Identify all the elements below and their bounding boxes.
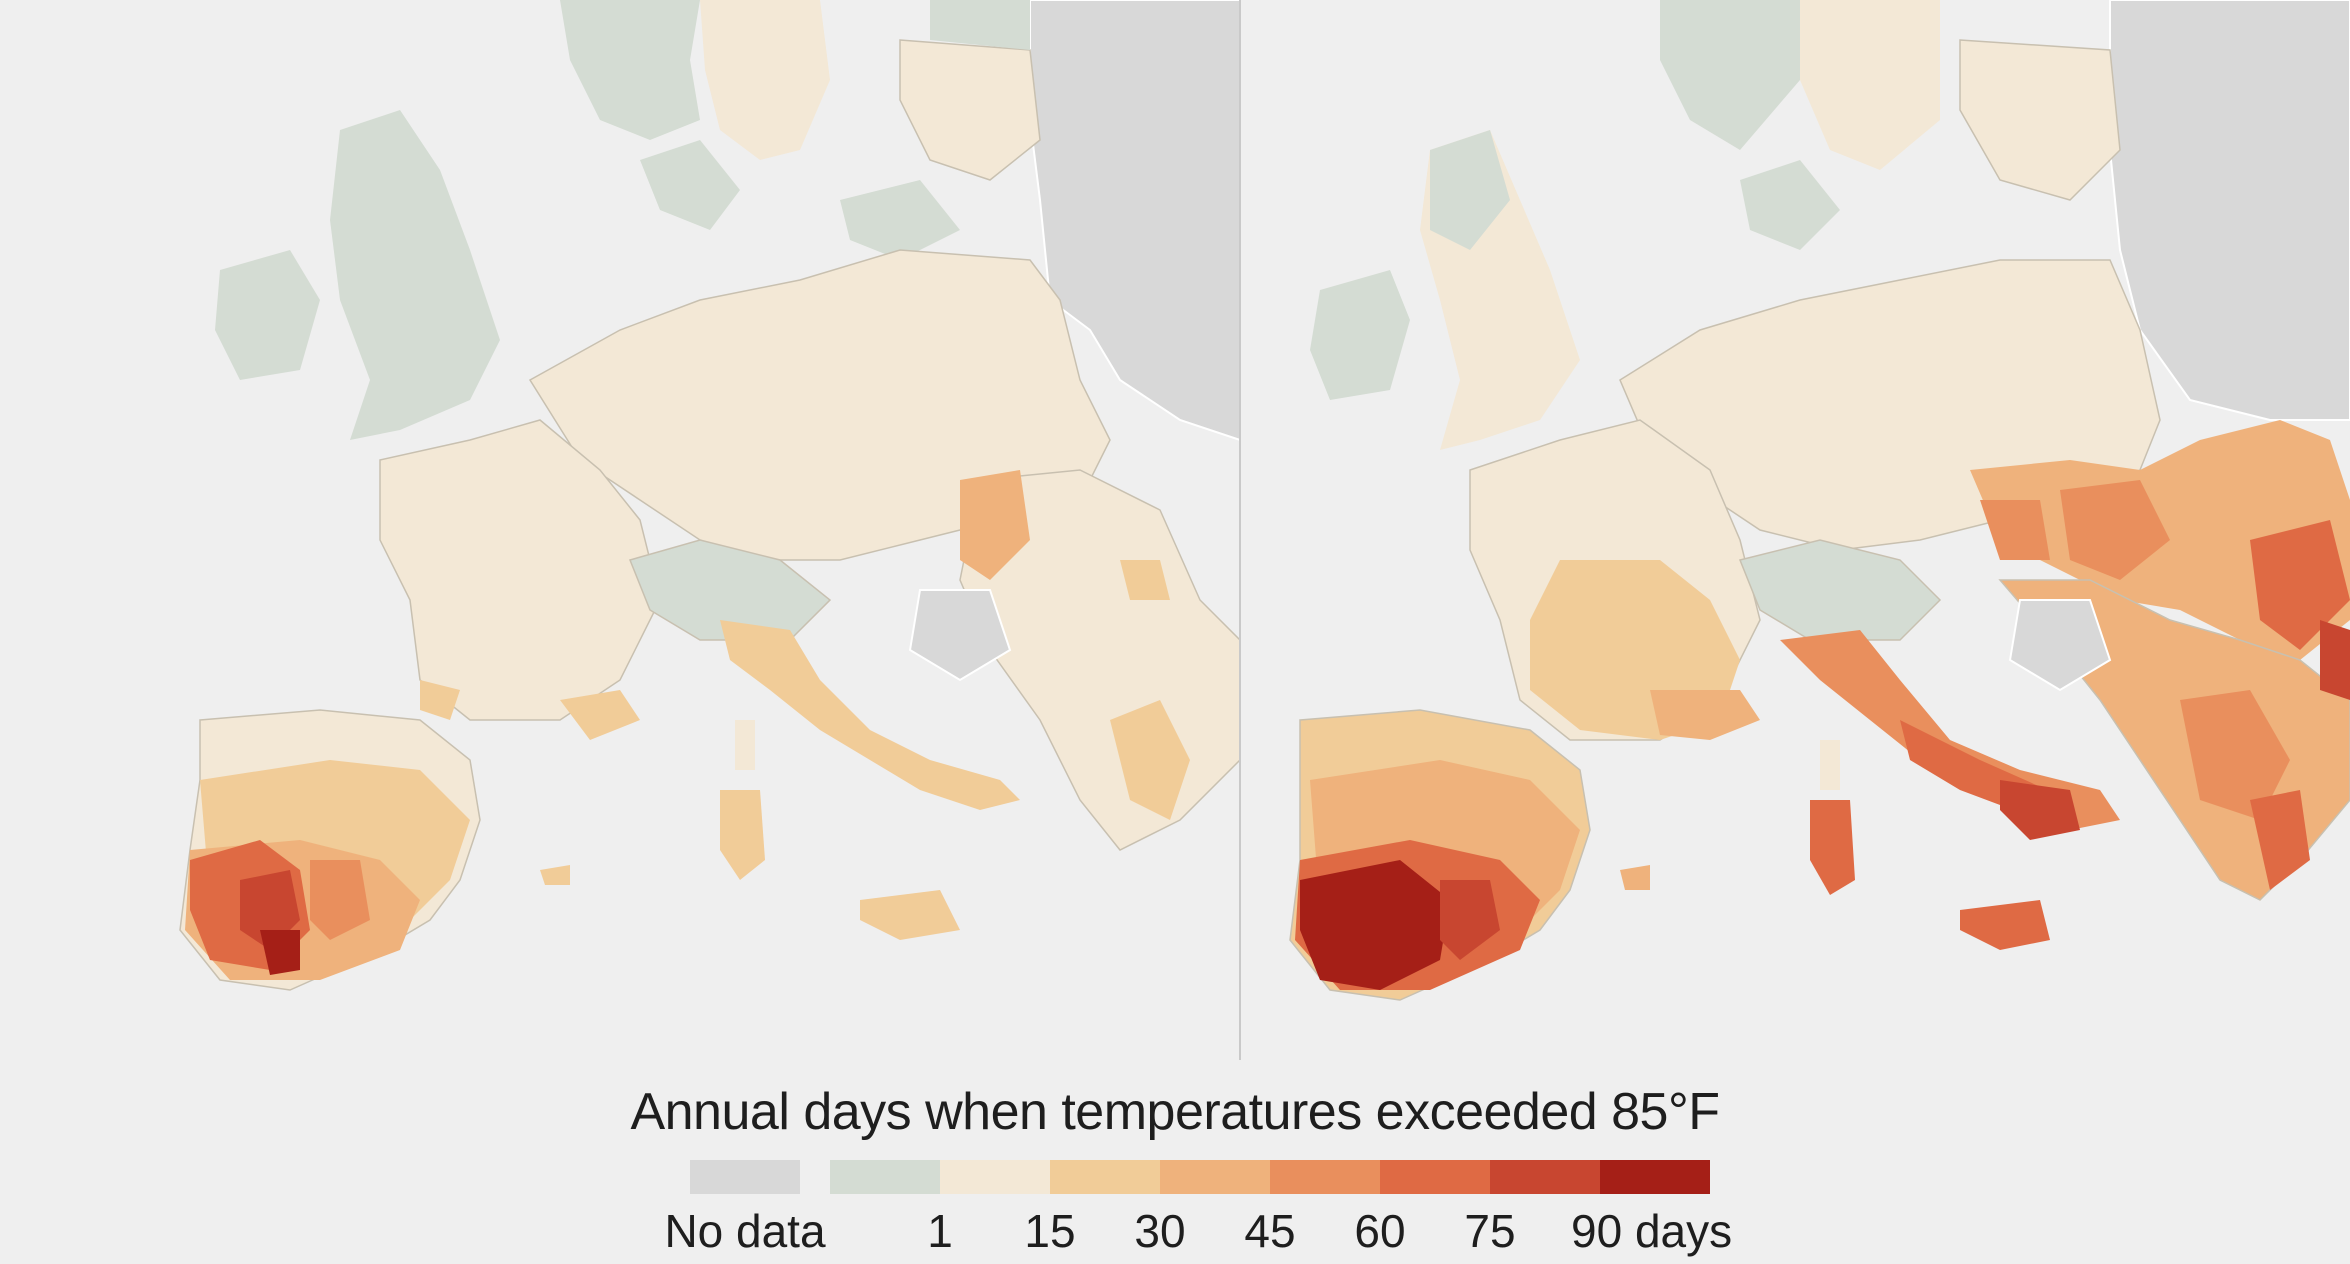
right-region-italy <box>1780 630 2120 830</box>
left-region-alps <box>628 539 832 641</box>
legend-swatch-3 <box>1050 1160 1160 1194</box>
legend-swatch-4 <box>1160 1160 1270 1194</box>
legend-label-7: 75 <box>1464 1205 1516 1257</box>
legend-label-8: 90 days <box>1570 1205 1733 1257</box>
legend-swatch-8 <box>1600 1160 1710 1194</box>
left-map-panel <box>0 0 1241 1070</box>
left-region-sicily <box>860 890 960 940</box>
legend-title: Annual days when temperatures exceeded 8… <box>630 1083 1720 1141</box>
right-region-sardinia <box>1810 800 1855 895</box>
left-region-ireland <box>215 250 320 380</box>
right-region-nodata-east <box>2109 0 2350 421</box>
legend-swatch-7 <box>1490 1160 1600 1194</box>
legend-swatch-5 <box>1270 1160 1380 1194</box>
left-region-italy <box>720 620 1020 810</box>
legend-swatch-0 <box>690 1160 800 1194</box>
legend-label-4: 30 <box>1134 1205 1186 1257</box>
right-region-scandinavia <box>1660 0 1800 150</box>
left-region-uk <box>330 110 500 440</box>
right-map-panel <box>1289 0 2350 1001</box>
legend-label-2: 1 <box>927 1205 953 1257</box>
legend-swatch-1 <box>830 1160 940 1194</box>
left-region-france <box>379 419 661 721</box>
europe-maps <box>0 0 2350 1070</box>
left-region-scandinavia-south <box>700 0 830 160</box>
right-region-alps <box>1738 539 1942 641</box>
left-region-scandinavia <box>560 0 700 140</box>
legend-label-3: 15 <box>1024 1205 1076 1257</box>
legend-label-6: 60 <box>1354 1205 1406 1257</box>
right-region-sicily <box>1960 900 2050 950</box>
legend-label-0: No data <box>664 1205 826 1257</box>
left-region-sardinia <box>720 790 765 880</box>
legend-swatch-2 <box>940 1160 1050 1194</box>
right-region-ireland <box>1310 270 1410 400</box>
legend-labels: No data 1 15 30 45 60 75 90 days <box>0 1204 2350 1264</box>
right-region-andalusia <box>1300 860 1450 990</box>
legend-swatch-6 <box>1380 1160 1490 1194</box>
legend-label-5: 45 <box>1244 1205 1296 1257</box>
